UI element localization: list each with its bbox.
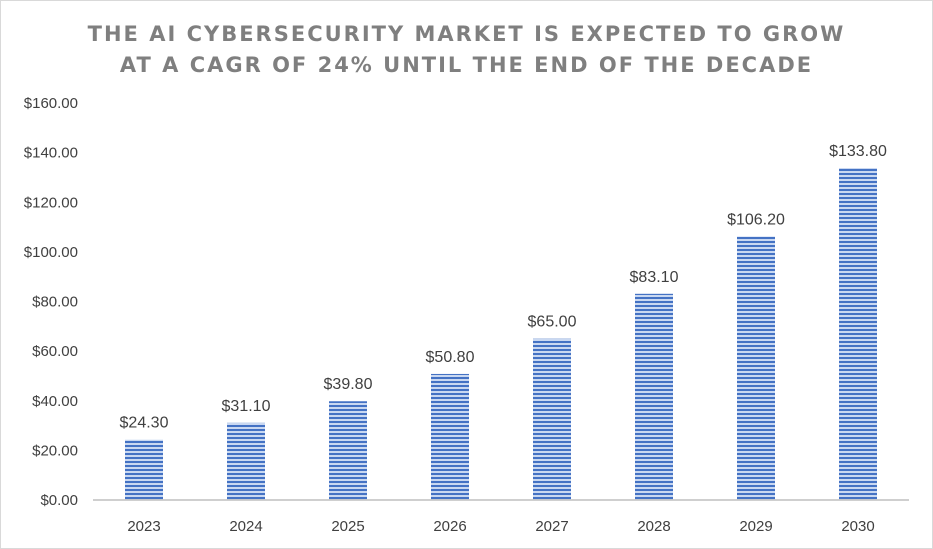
x-tick-label: 2024 <box>229 518 262 535</box>
bars <box>125 168 877 501</box>
y-axis-ticks: $0.00 $20.00 $40.00 $60.00 $80.00 $100.00 $120… <box>24 95 78 509</box>
data-label-2026: $50.80 <box>426 349 475 366</box>
x-tick-label: 2026 <box>433 518 466 535</box>
x-tick-label: 2025 <box>331 518 364 535</box>
x-tick-label: 2028 <box>637 518 670 535</box>
bar-2023 <box>125 439 163 500</box>
y-tick-label: $20.00 <box>32 442 78 459</box>
data-label-2024: $31.10 <box>222 398 271 415</box>
bar-2029 <box>737 236 775 500</box>
y-tick-label: $60.00 <box>32 343 78 360</box>
data-label-2030: $133.80 <box>829 143 887 160</box>
y-tick-label: $120.00 <box>24 194 78 211</box>
y-tick-label: $160.00 <box>24 95 78 112</box>
data-label-2027: $65.00 <box>528 314 577 331</box>
bar-2030 <box>839 168 877 501</box>
chart-title: THE AI CYBERSECURITY MARKET IS EXPECTED … <box>1 19 932 81</box>
data-labels: $24.30 $31.10 $39.80 $50.80 $65.00 $83.10 $106… <box>120 143 887 432</box>
bar-2027 <box>533 338 571 500</box>
data-label-2023: $24.30 <box>120 415 169 432</box>
bar-2026 <box>431 373 469 500</box>
x-axis-ticks: 2023 2024 2025 2026 2027 2028 2029 2030 <box>127 518 874 535</box>
x-tick-label: 2030 <box>841 518 874 535</box>
chart-title-line-2: AT A CAGR OF 24% UNTIL THE END OF THE DE… <box>119 53 814 77</box>
y-tick-label: $0.00 <box>40 492 78 509</box>
bar-2028 <box>635 293 673 500</box>
bar-2024 <box>227 422 265 500</box>
data-label-2029: $106.20 <box>727 211 785 228</box>
x-tick-label: 2027 <box>535 518 568 535</box>
x-tick-label: 2029 <box>739 518 772 535</box>
y-tick-label: $100.00 <box>24 244 78 261</box>
data-label-2028: $83.10 <box>630 269 679 286</box>
bar-2025 <box>329 401 367 500</box>
y-tick-label: $40.00 <box>32 393 78 410</box>
chart-title-line-1: THE AI CYBERSECURITY MARKET IS EXPECTED … <box>87 22 846 46</box>
y-tick-label: $140.00 <box>24 145 78 162</box>
x-tick-label: 2023 <box>127 518 160 535</box>
data-label-2025: $39.80 <box>324 376 373 393</box>
y-tick-label: $80.00 <box>32 294 78 311</box>
